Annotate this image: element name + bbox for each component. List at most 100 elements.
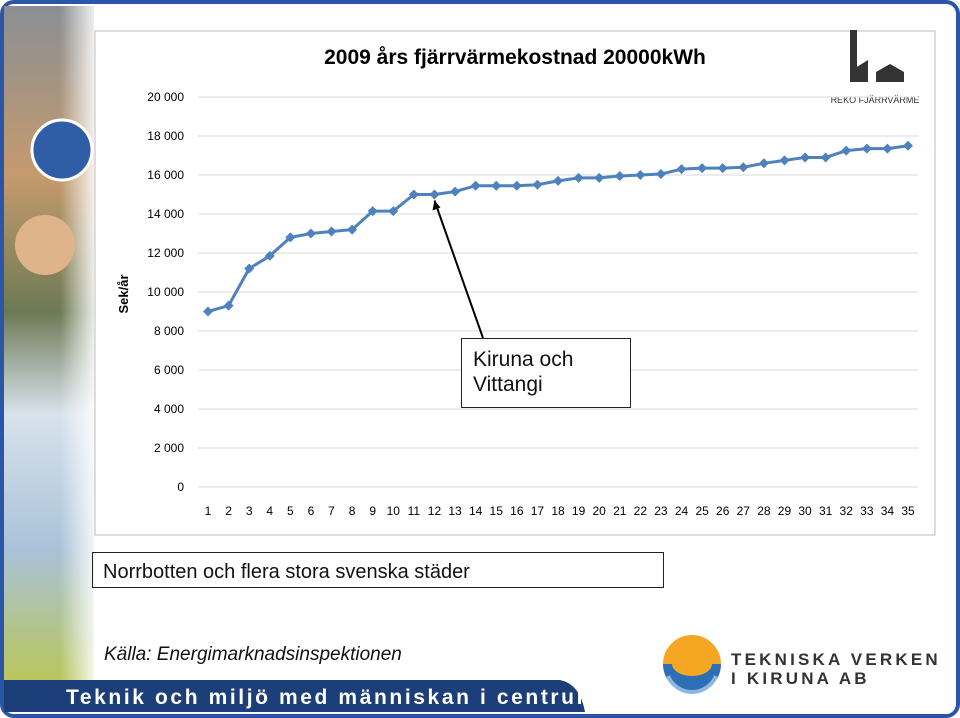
data-point: [717, 163, 728, 174]
x-tick-label: 21: [613, 504, 627, 518]
annotation-arrow: [433, 200, 484, 339]
x-tick-label: 20: [592, 504, 606, 518]
data-point: [388, 206, 399, 217]
data-point: [429, 189, 440, 200]
data-point: [203, 306, 213, 317]
x-tick-label: 33: [860, 504, 874, 518]
data-point: [285, 232, 296, 243]
x-tick-label: 2: [225, 504, 232, 518]
data-point: [491, 180, 502, 191]
data-point: [738, 162, 749, 173]
data-point: [347, 224, 358, 235]
x-tick-label: 8: [349, 504, 356, 518]
y-tick-label: 0: [177, 480, 184, 494]
x-tick-label: 11: [408, 504, 421, 518]
y-tick-label: 14 000: [147, 207, 184, 221]
data-point: [511, 180, 522, 191]
x-tick-label: 26: [716, 504, 730, 518]
data-point: [553, 175, 563, 186]
y-tick-label: 10 000: [147, 285, 184, 299]
data-point: [470, 180, 481, 191]
data-point: [305, 228, 316, 239]
data-point: [326, 226, 337, 237]
footer-text: Teknik och miljö med människan i centrum: [66, 686, 598, 709]
y-tick-label: 18 000: [147, 129, 184, 143]
data-point: [223, 300, 234, 311]
y-tick-label: 2 000: [154, 441, 184, 455]
reko-logo: [828, 32, 924, 104]
x-tick-label: 30: [798, 504, 812, 518]
x-tick-label: 6: [308, 504, 315, 518]
data-point: [697, 163, 708, 174]
x-tick-label: 4: [266, 504, 273, 518]
data-point: [532, 179, 543, 190]
x-tick-label: 14: [469, 504, 483, 518]
x-tick-label: 5: [287, 504, 294, 518]
annotation-box: Kiruna och Vittangi: [461, 338, 631, 408]
tv-logo-text-1: TEKNISKA VERKEN: [731, 650, 941, 669]
x-tick-label: 10: [387, 504, 401, 518]
note-box: Norrbotten och flera stora svenska städe…: [92, 552, 664, 588]
reko-logo-text: REKO FJÄRRVÄRME: [831, 95, 920, 105]
x-tick-label: 9: [369, 504, 376, 518]
data-point: [635, 170, 646, 180]
chart-title: 2009 års fjärrvärmekostnad 20000kWh: [324, 46, 706, 69]
data-point: [820, 152, 831, 163]
y-tick-label: 4 000: [154, 402, 184, 416]
x-tick-label: 31: [819, 504, 833, 518]
data-point: [779, 155, 790, 166]
data-point: [264, 250, 275, 261]
data-point: [861, 143, 872, 154]
x-tick-label: 35: [901, 504, 915, 518]
chart-area: [94, 30, 936, 536]
source-text: Källa: Energimarknadsinspektionen: [104, 644, 402, 665]
data-point: [408, 189, 419, 200]
reko-logo-houses: [852, 60, 904, 82]
x-tick-label: 19: [572, 504, 586, 518]
data-point: [676, 164, 687, 175]
data-point: [758, 158, 769, 169]
data-point: [903, 140, 913, 151]
face-photo: [15, 215, 75, 275]
data-point: [244, 263, 255, 274]
x-tick-label: 22: [634, 504, 648, 518]
annotation-arrowhead: [432, 200, 441, 211]
y-tick-label: 8 000: [154, 324, 184, 338]
sign-icon: [30, 118, 94, 182]
x-tick-label: 17: [531, 504, 545, 518]
x-tick-label: 15: [490, 504, 504, 518]
data-point: [450, 186, 461, 197]
data-point: [367, 206, 378, 217]
x-tick-label: 28: [757, 504, 771, 518]
data-point: [800, 152, 811, 163]
y-tick-label: 6 000: [154, 363, 184, 377]
x-tick-label: 16: [510, 504, 524, 518]
y-tick-label: 20 000: [147, 90, 184, 104]
x-tick-label: 27: [737, 504, 751, 518]
x-tick-label: 12: [428, 504, 442, 518]
tv-logo-text-2: I KIRUNA AB: [731, 669, 870, 688]
x-tick-label: 32: [840, 504, 854, 518]
data-point: [614, 170, 625, 181]
x-tick-label: 3: [246, 504, 253, 518]
x-tick-label: 23: [654, 504, 668, 518]
data-point: [882, 143, 893, 154]
x-tick-label: 1: [205, 504, 212, 518]
x-tick-label: 25: [695, 504, 709, 518]
data-point: [573, 172, 584, 183]
y-axis-label: Sek/år: [116, 274, 131, 313]
footer-band: [4, 680, 585, 712]
reko-logo-bar: [850, 30, 857, 82]
x-tick-label: 34: [881, 504, 895, 518]
x-tick-label: 29: [778, 504, 792, 518]
data-point: [594, 172, 605, 183]
x-tick-label: 18: [551, 504, 565, 518]
y-tick-label: 16 000: [147, 168, 184, 182]
y-tick-label: 12 000: [147, 246, 184, 260]
data-point: [655, 169, 666, 180]
x-tick-label: 7: [328, 504, 335, 518]
tv-logo-wave: [666, 675, 718, 694]
x-tick-label: 13: [448, 504, 462, 518]
